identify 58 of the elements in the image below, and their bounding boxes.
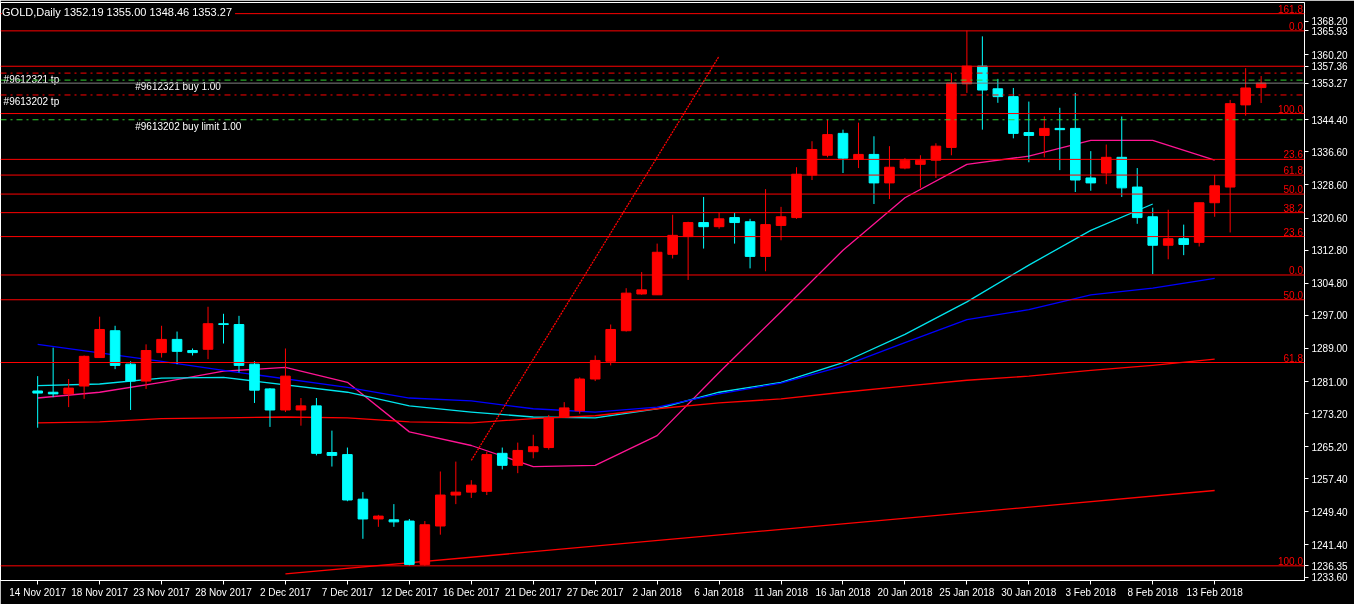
annotation: 38.2 [1283, 202, 1304, 214]
y-tick-label: 1233.60 [1311, 572, 1349, 584]
y-tick-label: 1336.60 [1311, 146, 1349, 158]
x-tick-label: 2 Dec 2017 [259, 586, 312, 598]
x-tick-label: 20 Jan 2018 [877, 586, 933, 598]
y-tick-label: 1257.40 [1311, 473, 1349, 485]
y-tick-label: 1281.00 [1311, 376, 1349, 388]
x-tick-label: 23 Nov 2017 [133, 586, 191, 598]
x-tick-label: 12 Dec 2017 [381, 586, 439, 598]
y-tick-label: 1297.00 [1311, 310, 1349, 322]
y-tick-label: 1353.27 [1311, 78, 1349, 90]
annotation: 61.8 [1283, 165, 1304, 177]
y-tick-label: 1241.40 [1311, 539, 1349, 551]
x-tick-label: 11 Jan 2018 [753, 586, 809, 598]
x-tick-label: 27 Dec 2017 [566, 586, 624, 598]
ref-line-label: #9613202 tp [3, 95, 60, 107]
annotation: 23.6 [1283, 149, 1304, 161]
x-tick-label: 16 Dec 2017 [442, 586, 501, 598]
x-tick-label: 25 Jan 2018 [939, 586, 995, 598]
y-tick-label: 1236.35 [1311, 560, 1349, 572]
x-tick-label: 6 Jan 2018 [694, 586, 745, 598]
annotation: 161.8 [1277, 3, 1304, 15]
ref-line-label: #9612321 tp [3, 74, 60, 86]
annotation: 0.0 [1289, 20, 1304, 32]
x-tick-label: 30 Jan 2018 [1001, 586, 1057, 598]
x-tick-label: 8 Feb 2018 [1127, 586, 1179, 598]
annotation: 50.0 [1283, 289, 1304, 301]
y-tick-label: 1344.40 [1311, 114, 1349, 126]
x-tick-label: 18 Nov 2017 [71, 586, 129, 598]
y-tick-label: 1312.80 [1311, 245, 1349, 257]
y-tick-label: 1368.20 [1311, 16, 1349, 28]
annotation: 50.0 [1283, 184, 1304, 196]
y-tick-label: 1273.20 [1311, 408, 1349, 420]
y-tick-label: 1304.80 [1311, 278, 1349, 290]
y-tick-label: 1357.36 [1311, 61, 1349, 73]
x-tick-label: 28 Nov 2017 [195, 586, 253, 598]
y-tick-label: 1265.20 [1311, 441, 1349, 453]
x-tick-label: 2 Jan 2018 [632, 586, 683, 598]
x-tick-label: 21 Dec 2017 [504, 586, 563, 598]
x-tick-label: 7 Dec 2017 [321, 586, 374, 598]
y-tick-label: 1249.40 [1311, 506, 1349, 518]
annotation: 61.8 [1283, 352, 1304, 364]
y-tick-label: 1320.60 [1311, 213, 1349, 225]
y-tick-label: 1365.93 [1311, 25, 1349, 37]
x-tick-label: 13 Feb 2018 [1186, 586, 1244, 598]
chart-title: GOLD,Daily 1352.19 1355.00 1348.46 1353.27 [2, 5, 232, 18]
annotation: 23.6 [1283, 226, 1304, 238]
x-tick-label: 14 Nov 2017 [9, 586, 67, 598]
annotation: 0.0 [1289, 264, 1304, 276]
y-tick-label: 1360.20 [1311, 49, 1349, 61]
ref-line-label: #9613202 buy limit 1.00 [135, 120, 242, 132]
x-tick-label: 3 Feb 2018 [1065, 586, 1117, 598]
y-tick-label: 1328.60 [1311, 179, 1349, 191]
x-tick-label: 16 Jan 2018 [815, 586, 871, 598]
annotation: 100.0 [1277, 555, 1304, 567]
ref-line-label: #9612321 buy 1.00 [135, 81, 222, 93]
annotation: 100.0 [1277, 103, 1304, 115]
y-tick-label: 1289.00 [1311, 343, 1349, 355]
